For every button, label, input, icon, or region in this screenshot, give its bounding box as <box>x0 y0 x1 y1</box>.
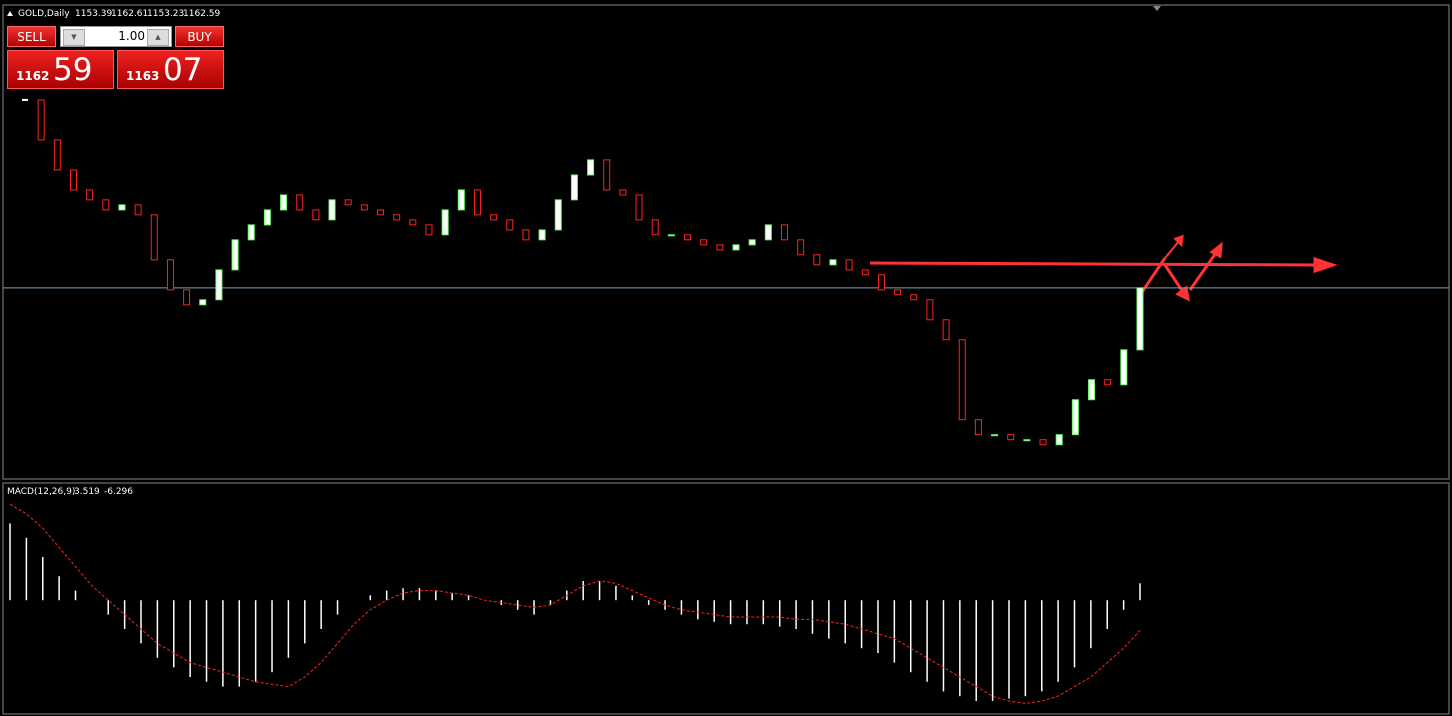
candle <box>942 319 950 341</box>
lot-input[interactable]: ▼ 1.00 ▲ <box>60 26 172 47</box>
lot-value: 1.00 <box>118 29 145 43</box>
signal-line <box>9 503 1141 704</box>
candle <box>538 229 546 241</box>
candle <box>1039 439 1047 446</box>
macd-main: 3.519 <box>74 487 100 497</box>
symbol: GOLD,Daily <box>18 9 70 19</box>
buy-button[interactable]: BUY <box>175 26 224 47</box>
candle <box>231 239 239 271</box>
candle <box>603 159 611 191</box>
candle <box>166 259 174 291</box>
candle <box>716 244 724 251</box>
candle <box>312 209 320 221</box>
pane-icon <box>7 11 13 16</box>
candle <box>684 234 692 241</box>
ohlc-low: 1153.23 <box>147 9 184 19</box>
candle <box>813 254 821 266</box>
candle <box>473 189 481 216</box>
candle <box>958 339 966 421</box>
candle <box>667 234 675 237</box>
candle <box>134 204 142 216</box>
candle <box>1120 349 1128 386</box>
candle <box>877 274 885 291</box>
candle <box>780 224 788 241</box>
candle <box>894 289 902 296</box>
price-pane-frame <box>2 4 1450 480</box>
candle <box>1104 379 1112 386</box>
ohlc-open: 1153.39 <box>75 9 112 19</box>
candle <box>1136 287 1144 351</box>
candle <box>522 229 530 241</box>
candle <box>1071 399 1079 436</box>
candle <box>1055 434 1063 446</box>
candle <box>732 244 740 251</box>
candle <box>150 214 158 261</box>
candle <box>570 174 578 201</box>
candle <box>393 214 401 221</box>
candle <box>86 189 94 201</box>
sell-button[interactable]: SELL <box>7 26 56 47</box>
candle <box>199 299 207 306</box>
candle <box>344 199 352 206</box>
candle <box>118 204 126 211</box>
lot-down[interactable]: ▼ <box>63 29 85 46</box>
candle <box>457 189 465 211</box>
candle <box>829 259 837 266</box>
ohlc-close: 1162.59 <box>183 9 220 19</box>
candle <box>102 199 110 211</box>
candle <box>53 139 61 171</box>
candle <box>651 219 659 236</box>
macd-signal: -6.296 <box>104 487 133 497</box>
candle <box>1088 379 1096 401</box>
sell-price[interactable]: 1162 59 <box>7 50 114 89</box>
candle <box>845 259 853 271</box>
candle <box>360 204 368 211</box>
candle <box>296 194 304 211</box>
candle <box>37 99 45 141</box>
candle <box>619 189 627 196</box>
candle <box>635 194 643 221</box>
candle <box>748 239 756 246</box>
buy-price-large: 07 <box>163 52 203 88</box>
candle <box>910 294 918 301</box>
candle <box>554 199 562 231</box>
candle <box>69 169 77 191</box>
candle <box>991 434 999 437</box>
macd-label: MACD(12,26,9) <box>7 487 75 497</box>
candle <box>587 159 595 176</box>
candle <box>247 224 255 241</box>
buy-price[interactable]: 1163 07 <box>117 50 224 89</box>
candle <box>425 224 433 236</box>
candle <box>797 239 805 256</box>
candle <box>926 299 934 321</box>
candle <box>328 199 336 221</box>
candle <box>1007 434 1015 441</box>
candle <box>263 209 271 226</box>
candle <box>441 209 449 236</box>
candle <box>183 289 191 306</box>
one-click-trading: SELL ▼ 1.00 ▲ BUY 1162 59 1163 07 <box>5 25 225 90</box>
candle <box>215 269 223 301</box>
sell-price-small: 1162 <box>16 69 50 83</box>
candle <box>377 209 385 216</box>
sell-price-large: 59 <box>53 52 93 88</box>
candle <box>861 269 869 276</box>
candle <box>506 219 514 231</box>
candle <box>974 419 982 436</box>
candle <box>764 224 772 241</box>
shift-marker <box>1153 6 1161 11</box>
candle <box>490 214 498 221</box>
lot-up[interactable]: ▲ <box>147 29 169 46</box>
annotation-arrows <box>869 234 1338 302</box>
candle <box>1023 439 1031 442</box>
candle <box>700 239 708 246</box>
macd-pane-frame <box>2 482 1450 715</box>
buy-price-small: 1163 <box>126 69 160 83</box>
candle <box>409 219 417 226</box>
ohlc-high: 1162.61 <box>111 9 148 19</box>
candle <box>280 194 288 211</box>
